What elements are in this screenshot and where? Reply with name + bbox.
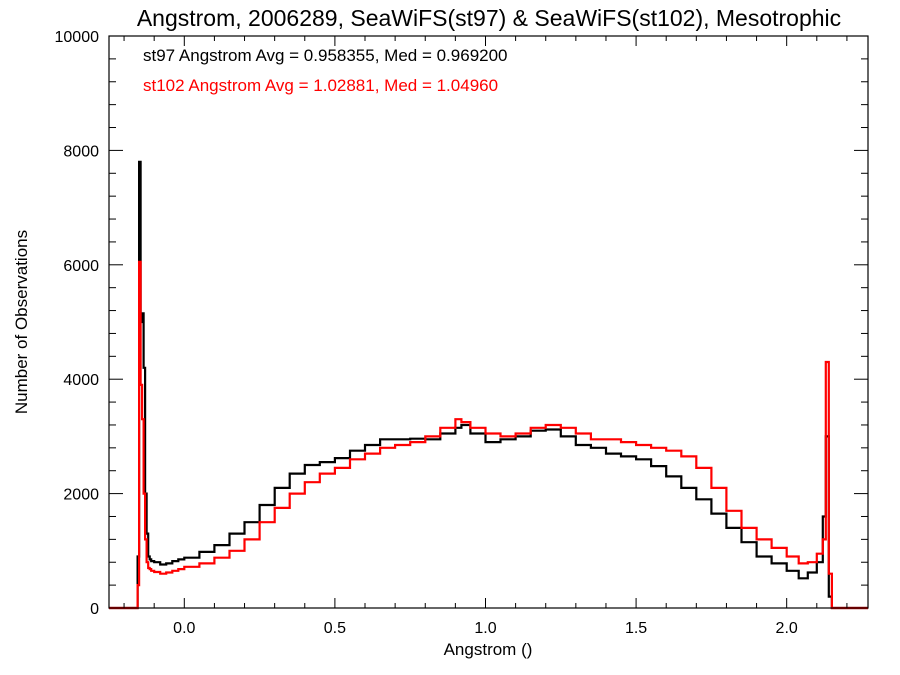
plot-frame <box>108 35 869 609</box>
x-axis-ticks: 0.0 0.5 1.0 1.5 2.0 <box>123 36 848 637</box>
x-tick-label: 0.5 <box>324 620 346 637</box>
annotation-st102: st102 Angstrom Avg = 1.02881, Med = 1.04… <box>143 76 498 95</box>
y-tick-label: 8000 <box>63 143 99 160</box>
y-tick-label: 2000 <box>63 487 99 504</box>
x-tick-label: 1.0 <box>474 620 496 637</box>
y-tick-label: 0 <box>90 601 99 618</box>
series-layer <box>109 160 868 610</box>
annotation-st97: st97 Angstrom Avg = 0.958355, Med = 0.96… <box>143 46 508 65</box>
x-axis-label: Angstrom () <box>444 640 533 659</box>
y-axis-label: Number of Observations <box>12 230 31 414</box>
x-tick-label: 2.0 <box>776 620 798 637</box>
series-line-1 <box>109 260 868 610</box>
x-tick-label: 0.0 <box>173 620 195 637</box>
chart-title: Angstrom, 2006289, SeaWiFS(st97) & SeaWi… <box>137 5 841 31</box>
y-tick-label: 4000 <box>63 372 99 389</box>
y-tick-label: 10000 <box>55 29 100 46</box>
y-axis-ticks: 0 2000 4000 6000 8000 10000 <box>55 29 868 618</box>
x-tick-label: 1.5 <box>625 620 647 637</box>
y-tick-label: 6000 <box>63 258 99 275</box>
series-line-0 <box>109 160 868 610</box>
